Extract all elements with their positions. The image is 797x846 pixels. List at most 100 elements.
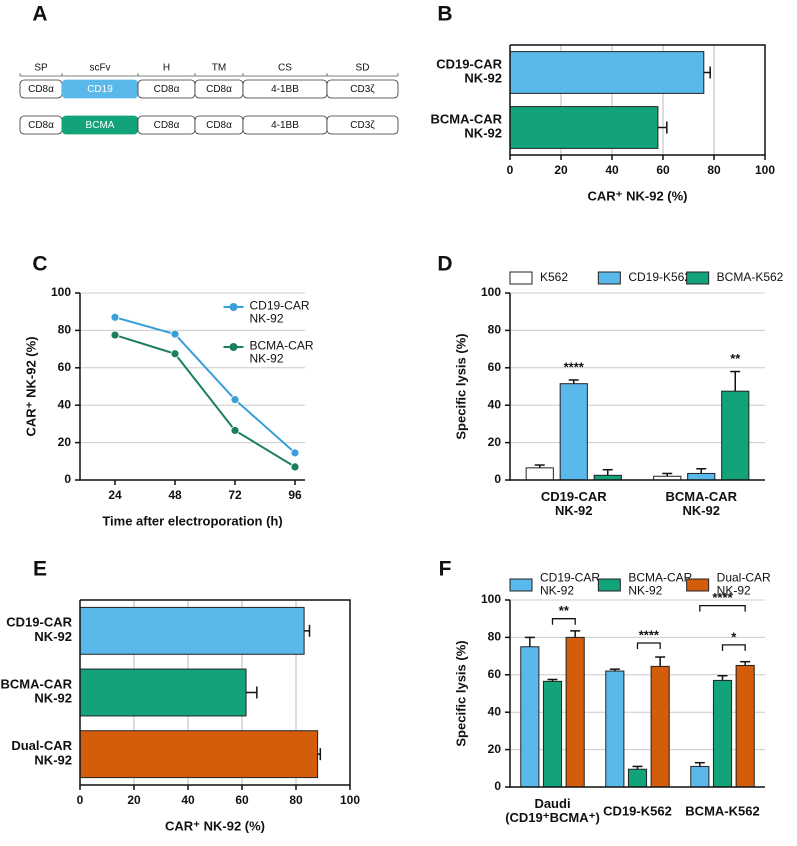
legend-label: BCMA-CAR NK-92 xyxy=(628,571,692,598)
legend-swatch xyxy=(686,271,710,285)
bar xyxy=(627,768,648,788)
x-tick-label: 72 xyxy=(228,488,242,502)
legend-swatch xyxy=(597,578,621,592)
y-tick-label: 60 xyxy=(488,667,502,681)
segment-label: BCMA xyxy=(86,120,115,131)
y-tick-label: 100 xyxy=(481,592,501,606)
segment-header: CS xyxy=(278,63,292,74)
y-tick-label: 80 xyxy=(58,323,72,337)
segment-label: CD8α xyxy=(154,120,180,131)
segment-header: TM xyxy=(212,63,226,74)
y-tick-label: 100 xyxy=(51,285,71,299)
x-tick-label: 40 xyxy=(605,163,619,177)
legend-marker xyxy=(229,303,238,311)
panel-label: B xyxy=(437,3,452,26)
segment-header: H xyxy=(163,63,170,74)
significance: **** xyxy=(639,627,660,642)
x-tick-label: 60 xyxy=(656,163,670,177)
category-label: CD19-CAR NK-92 xyxy=(541,489,607,518)
bar xyxy=(79,606,305,655)
y-tick-label: 0 xyxy=(64,472,71,486)
x-tick-label: 0 xyxy=(77,793,84,807)
bar xyxy=(520,646,540,788)
x-tick-label: 48 xyxy=(168,488,182,502)
y-tick-label: 0 xyxy=(494,779,501,793)
category-label: BCMA-CAR NK-92 xyxy=(1,677,73,706)
bar xyxy=(565,636,585,788)
bar xyxy=(509,106,659,149)
legend-swatch xyxy=(686,578,710,592)
panel-label: C xyxy=(32,253,47,276)
point xyxy=(230,426,240,435)
segment-header: SD xyxy=(356,63,370,74)
point xyxy=(110,330,120,340)
legend-label: BCMA-K562 xyxy=(717,270,784,284)
bar xyxy=(525,467,554,481)
x-tick-label: 96 xyxy=(288,488,302,502)
y-tick-label: 60 xyxy=(58,360,72,374)
bar xyxy=(542,680,563,788)
significance: ** xyxy=(730,351,741,366)
legend-label: BCMA-CAR NK-92 xyxy=(250,339,314,366)
segment-label: 4-1BB xyxy=(271,120,299,131)
x-tick-label: 24 xyxy=(108,488,122,502)
bar xyxy=(721,390,750,481)
legend-swatch xyxy=(597,271,621,285)
y-tick-label: 100 xyxy=(481,285,501,299)
series-line xyxy=(114,316,296,454)
legend-label: K562 xyxy=(540,270,568,284)
x-tick-label: 0 xyxy=(507,163,514,177)
bar xyxy=(509,51,705,94)
point xyxy=(290,462,300,472)
y-tick-label: 80 xyxy=(488,630,502,644)
category-label: BCMA-CAR NK-92 xyxy=(431,112,503,141)
significance: ** xyxy=(559,603,570,618)
y-tick-label: 0 xyxy=(494,472,501,486)
significance: * xyxy=(731,629,737,644)
x-axis-label: Time after electroporation (h) xyxy=(102,513,282,528)
category-label: BCMA-K562 xyxy=(685,803,759,818)
bar xyxy=(559,383,588,481)
x-tick-label: 60 xyxy=(235,793,249,807)
x-tick-label: 80 xyxy=(707,163,721,177)
bar xyxy=(735,664,755,788)
significance-bracket xyxy=(636,642,661,650)
point xyxy=(170,329,180,339)
legend-label: Dual-CAR NK-92 xyxy=(717,571,771,598)
frame xyxy=(80,599,351,785)
panel-label: D xyxy=(437,253,452,276)
y-axis-label: Specific lysis (%) xyxy=(453,640,468,746)
y-tick-label: 60 xyxy=(488,360,502,374)
segment-label: CD19 xyxy=(87,84,113,95)
x-tick-label: 100 xyxy=(755,163,775,177)
y-tick-label: 40 xyxy=(488,397,502,411)
panel-label: A xyxy=(32,3,47,26)
category-label: Daudi (CD19⁺BCMA⁺) xyxy=(505,796,600,825)
segment-label: CD8α xyxy=(154,84,180,95)
legend-label: CD19-CAR NK-92 xyxy=(540,571,600,598)
category-label: CD19-CAR NK-92 xyxy=(436,57,502,86)
significance-bracket xyxy=(721,644,746,651)
point xyxy=(170,349,180,359)
x-tick-label: 80 xyxy=(289,793,303,807)
legend-label: CD19-CAR NK-92 xyxy=(250,299,310,326)
segment-label: 4-1BB xyxy=(271,84,299,95)
panel-label: F xyxy=(439,558,452,581)
segment-header: SP xyxy=(34,63,48,74)
segment-box xyxy=(326,115,399,135)
y-tick-label: 40 xyxy=(488,704,502,718)
bar xyxy=(650,665,670,788)
category-label: Dual-CAR NK-92 xyxy=(11,738,72,767)
segment-label: CD8α xyxy=(28,84,54,95)
y-tick-label: 40 xyxy=(58,397,72,411)
category-label: BCMA-CAR NK-92 xyxy=(666,489,738,518)
segment-label: CD3ζ xyxy=(350,84,375,95)
x-tick-label: 20 xyxy=(127,793,141,807)
legend-marker xyxy=(229,343,238,351)
significance: **** xyxy=(712,590,733,605)
category-label: CD19-CAR NK-92 xyxy=(6,615,72,644)
panel-label: E xyxy=(33,558,47,581)
x-axis-label: CAR⁺ NK-92 (%) xyxy=(587,188,687,203)
y-tick-label: 20 xyxy=(488,435,502,449)
